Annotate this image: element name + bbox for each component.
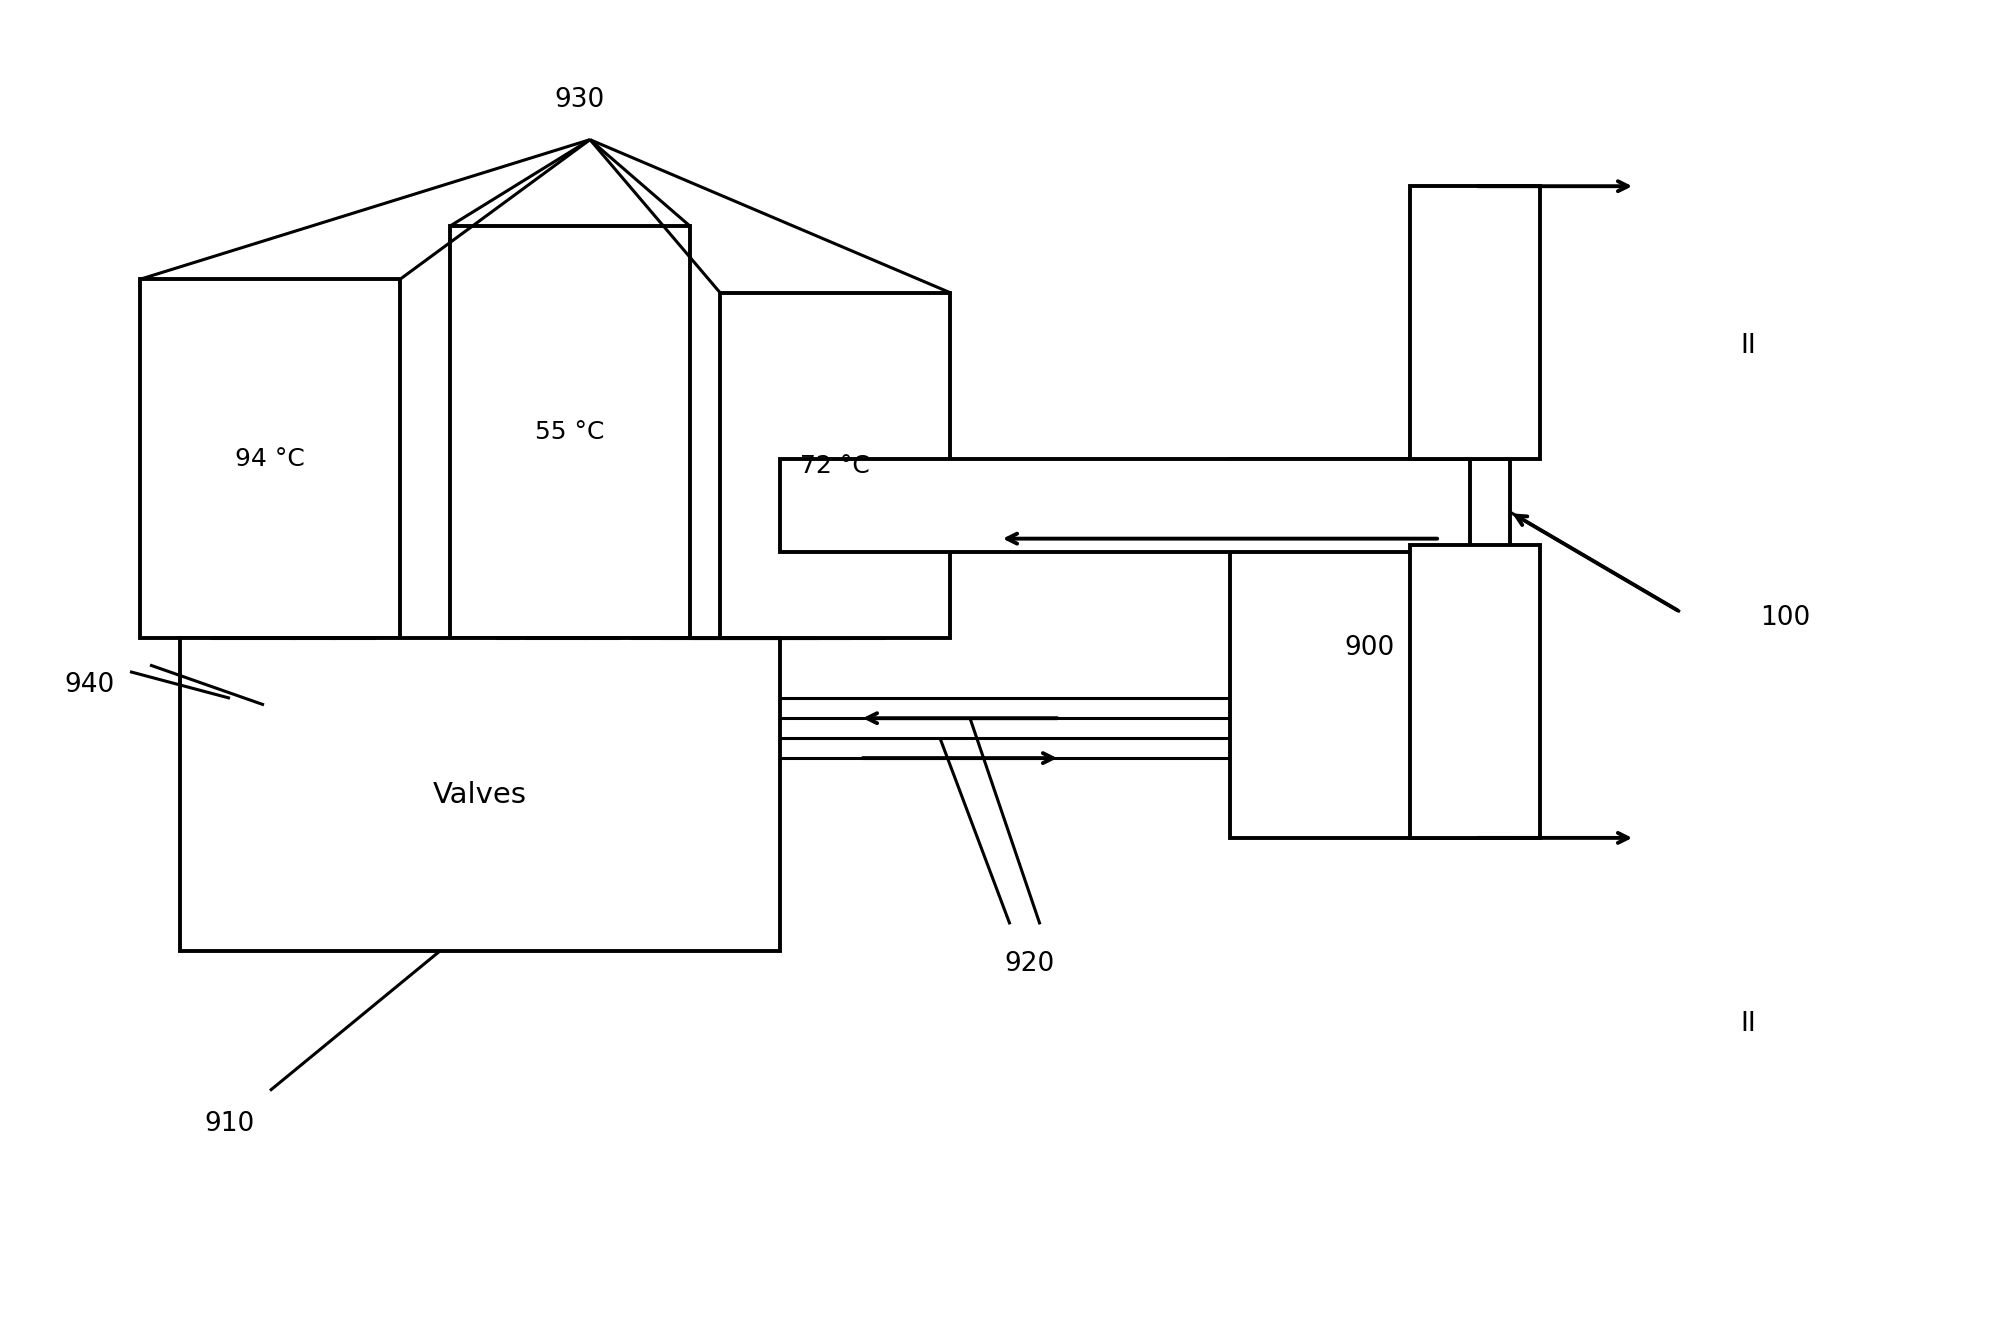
Bar <box>450 226 690 638</box>
Text: II: II <box>1740 1011 1756 1037</box>
Text: 100: 100 <box>1760 605 1810 632</box>
Text: 910: 910 <box>204 1111 256 1137</box>
Bar <box>1230 459 1510 838</box>
Text: 900: 900 <box>1344 636 1396 661</box>
Bar <box>140 279 400 638</box>
Bar <box>780 459 1470 552</box>
Text: II: II <box>1740 332 1756 359</box>
Text: 940: 940 <box>64 672 116 698</box>
Text: 930: 930 <box>554 86 606 113</box>
Bar <box>1410 186 1540 459</box>
Text: 72 °C: 72 °C <box>800 454 870 477</box>
Bar <box>720 293 950 638</box>
Bar <box>1410 545 1540 838</box>
Text: 94 °C: 94 °C <box>236 447 304 471</box>
Bar <box>180 638 780 951</box>
Text: 55 °C: 55 °C <box>536 420 604 444</box>
Text: 920: 920 <box>1004 951 1056 978</box>
Text: Valves: Valves <box>432 781 528 809</box>
